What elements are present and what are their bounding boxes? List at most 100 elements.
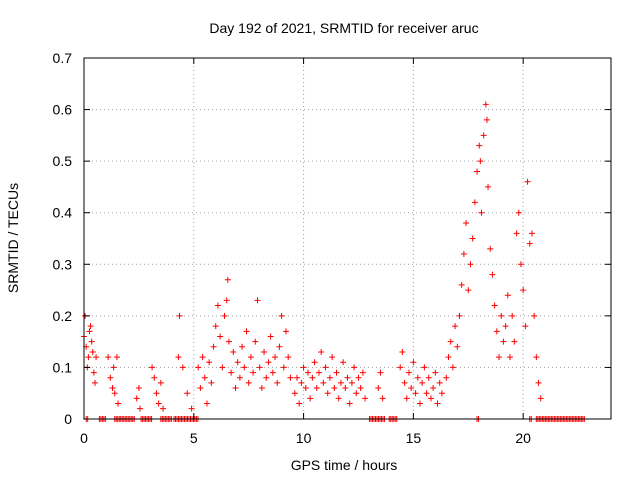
data-point <box>504 292 511 299</box>
data-point <box>210 343 217 350</box>
data-points <box>81 101 588 422</box>
data-point <box>526 240 533 247</box>
data-point <box>155 400 162 407</box>
data-point <box>313 385 320 392</box>
y-tick-label: 0.4 <box>53 205 73 221</box>
data-point <box>412 390 419 397</box>
data-point <box>467 261 474 268</box>
data-point <box>197 385 204 392</box>
data-point <box>463 220 470 227</box>
data-point <box>379 395 386 402</box>
data-point <box>531 312 538 319</box>
data-point <box>206 359 213 366</box>
x-axis: 0 5 10 15 20 <box>80 58 531 446</box>
data-point <box>427 395 434 402</box>
y-tick-label: 0.5 <box>53 153 73 169</box>
data-point <box>208 379 215 386</box>
data-point <box>469 235 476 242</box>
data-point <box>416 400 423 407</box>
data-point <box>500 338 507 345</box>
data-point <box>309 374 316 381</box>
data-point <box>302 385 309 392</box>
data-point <box>285 354 292 361</box>
data-point <box>109 385 116 392</box>
data-point <box>188 405 195 412</box>
data-point <box>414 374 421 381</box>
data-point <box>478 209 485 216</box>
data-point <box>506 354 513 361</box>
y-axis-label: SRMTID / TECUs <box>5 183 21 293</box>
data-point <box>256 364 263 371</box>
data-point <box>460 250 467 257</box>
data-point <box>283 328 290 335</box>
data-point <box>489 271 496 278</box>
data-point <box>438 390 445 397</box>
data-point <box>403 395 410 402</box>
data-point <box>322 364 329 371</box>
data-point <box>236 374 243 381</box>
data-point <box>219 364 226 371</box>
data-point <box>533 354 540 361</box>
x-tick-label: 10 <box>296 430 312 446</box>
plot-frame <box>83 57 612 420</box>
data-point <box>280 364 287 371</box>
data-point <box>362 395 369 402</box>
data-point <box>397 364 404 371</box>
data-point <box>149 364 156 371</box>
data-point <box>241 364 248 371</box>
data-point <box>535 379 542 386</box>
x-tick-label: 20 <box>515 430 531 446</box>
data-point <box>355 374 362 381</box>
data-point <box>522 323 529 330</box>
data-point <box>243 328 250 335</box>
data-point <box>477 158 484 165</box>
data-point <box>111 390 118 397</box>
data-point <box>452 323 459 330</box>
data-point <box>485 183 492 190</box>
data-point <box>331 385 338 392</box>
data-point <box>87 323 94 330</box>
data-point <box>377 369 384 376</box>
data-point <box>329 354 336 361</box>
data-point <box>115 400 122 407</box>
data-point <box>346 400 353 407</box>
data-point <box>511 338 518 345</box>
data-point <box>465 287 472 294</box>
data-point <box>520 287 527 294</box>
data-point <box>195 364 202 371</box>
data-point <box>434 400 441 407</box>
data-point <box>480 132 487 139</box>
y-tick-label: 0.3 <box>53 256 73 272</box>
data-point <box>228 369 235 376</box>
data-point <box>515 209 522 216</box>
data-point <box>359 369 366 376</box>
y-tick-label: 0.1 <box>53 359 73 375</box>
data-point <box>136 405 143 412</box>
data-point <box>86 328 93 335</box>
data-point <box>487 245 494 252</box>
y-tick-label: 0 <box>64 411 72 427</box>
x-tick-label: 15 <box>406 430 422 446</box>
data-point <box>528 230 535 237</box>
data-point <box>272 354 279 361</box>
data-point <box>333 369 340 376</box>
data-point <box>458 281 465 288</box>
data-point <box>221 312 228 319</box>
x-tick-label: 0 <box>80 430 88 446</box>
data-point <box>524 178 531 185</box>
data-point <box>91 379 98 386</box>
data-point <box>90 369 97 376</box>
data-point <box>324 390 331 397</box>
data-point <box>250 369 257 376</box>
data-point <box>110 364 117 371</box>
data-point <box>307 395 314 402</box>
data-point <box>176 312 183 319</box>
data-point <box>300 364 307 371</box>
data-point <box>278 312 285 319</box>
data-point <box>423 390 430 397</box>
data-point <box>410 359 417 366</box>
data-point <box>293 374 300 381</box>
data-point <box>337 379 344 386</box>
data-point <box>537 395 544 402</box>
data-point <box>223 297 230 304</box>
